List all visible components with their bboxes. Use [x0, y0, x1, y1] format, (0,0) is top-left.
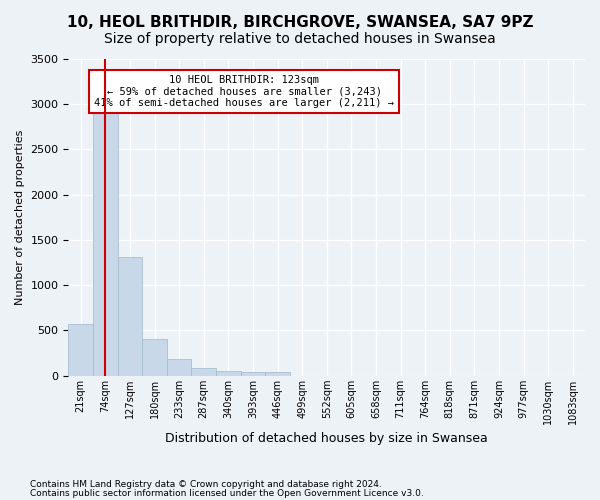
Bar [167, 359, 191, 376]
Bar [191, 368, 216, 376]
Text: Contains HM Land Registry data © Crown copyright and database right 2024.: Contains HM Land Registry data © Crown c… [30, 480, 382, 489]
Text: 10, HEOL BRITHDIR, BIRCHGROVE, SWANSEA, SA7 9PZ: 10, HEOL BRITHDIR, BIRCHGROVE, SWANSEA, … [67, 15, 533, 30]
Text: Size of property relative to detached houses in Swansea: Size of property relative to detached ho… [104, 32, 496, 46]
X-axis label: Distribution of detached houses by size in Swansea: Distribution of detached houses by size … [166, 432, 488, 445]
Bar [216, 370, 241, 376]
Text: 10 HEOL BRITHDIR: 123sqm
← 59% of detached houses are smaller (3,243)
41% of sem: 10 HEOL BRITHDIR: 123sqm ← 59% of detach… [94, 75, 394, 108]
Bar [265, 372, 290, 376]
Bar [118, 257, 142, 376]
Y-axis label: Number of detached properties: Number of detached properties [15, 130, 25, 305]
Text: Contains public sector information licensed under the Open Government Licence v3: Contains public sector information licen… [30, 489, 424, 498]
Bar [241, 372, 265, 376]
Bar [142, 338, 167, 376]
Bar [93, 114, 118, 376]
Bar [68, 324, 93, 376]
